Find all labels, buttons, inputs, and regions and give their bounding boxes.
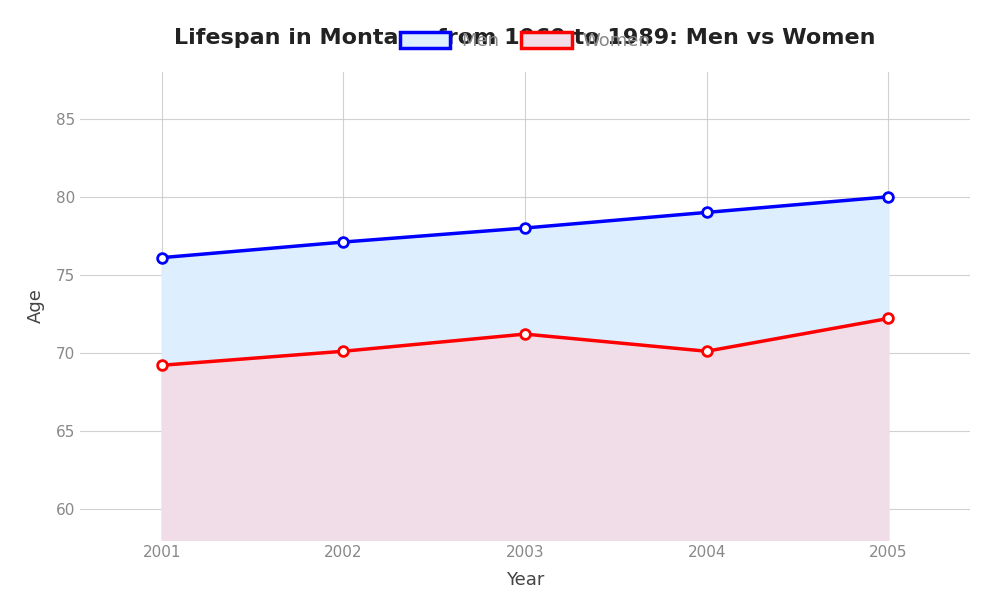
Legend: Men, Women: Men, Women bbox=[393, 25, 657, 58]
Title: Lifespan in Montana from 1969 to 1989: Men vs Women: Lifespan in Montana from 1969 to 1989: M… bbox=[174, 28, 876, 48]
X-axis label: Year: Year bbox=[506, 571, 544, 589]
Y-axis label: Age: Age bbox=[27, 289, 45, 323]
